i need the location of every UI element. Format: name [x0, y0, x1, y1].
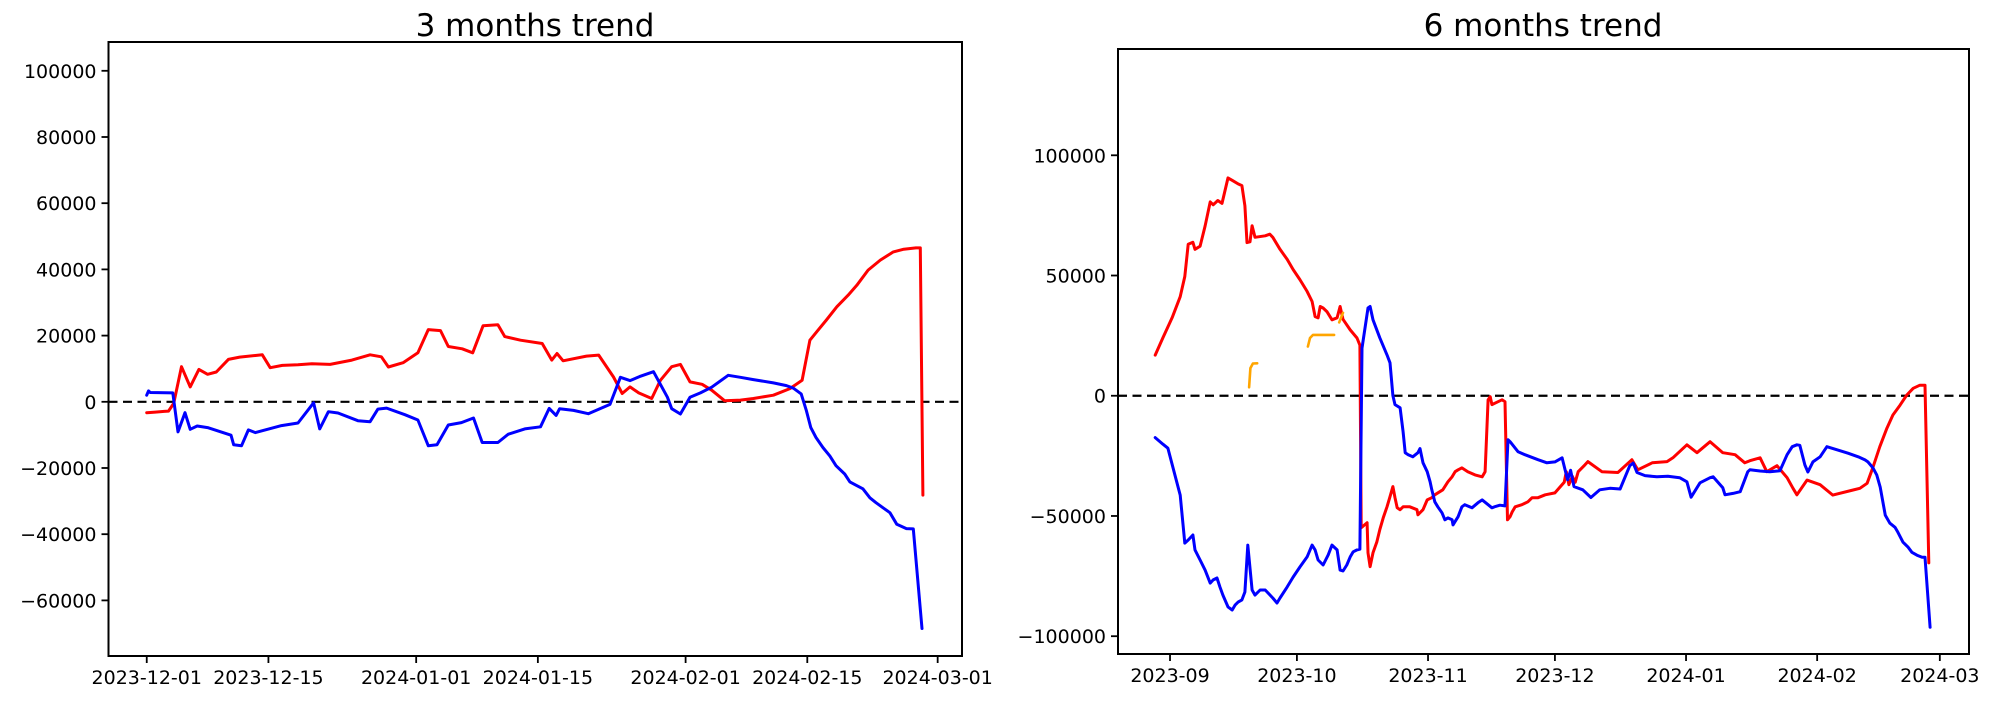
- x-tick-label: 2024-03-01: [882, 667, 992, 689]
- orange-series-line: [1337, 311, 1345, 324]
- orange-series-line: [1306, 333, 1336, 348]
- chart-six-months: 2023-09 2023-10 2023-11 2023-12 2024-01 2024-…: [1018, 48, 1980, 687]
- red-series-line: [145, 246, 925, 497]
- x-tick-label: 2024-01: [1646, 665, 1725, 687]
- chart-title-3-months-trend: 3 months trend: [415, 8, 655, 44]
- y-tick-label: 0: [84, 392, 96, 414]
- y-tick-label: 50000: [1046, 266, 1106, 288]
- axes-spines: [107, 41, 963, 657]
- blue-series-line: [145, 370, 924, 630]
- y-tick-label: −100000: [1018, 626, 1106, 648]
- blue-series-line: [1153, 305, 1932, 629]
- red-series-line: [1153, 176, 1931, 569]
- chart-title-6-months-trend: 6 months trend: [1423, 8, 1663, 44]
- y-tick-label: −50000: [1030, 506, 1106, 528]
- y-tick-label: 20000: [36, 326, 96, 348]
- y-tick-label: −60000: [20, 590, 96, 612]
- y-tick-label: 80000: [36, 127, 96, 149]
- y-tick-label: 100000: [24, 61, 97, 83]
- y-tick-label: 0: [1094, 386, 1106, 408]
- x-tick-label: 2023-09: [1130, 665, 1209, 687]
- y-tick-label: 60000: [36, 193, 96, 215]
- y-tick-label: 100000: [1033, 145, 1106, 167]
- x-tick-label: 2024-03: [1900, 665, 1979, 687]
- x-tick-label: 2024-01-01: [361, 667, 471, 689]
- y-tick-label: −20000: [20, 458, 96, 480]
- x-tick-label: 2023-12: [1515, 665, 1594, 687]
- axes-spines: [1117, 48, 1970, 655]
- y-tick-label: 40000: [36, 259, 96, 281]
- chart-three-months: 2023-12-01 2023-12-15 2024-01-01 2024-01-15…: [20, 41, 993, 689]
- y-tick-label: −40000: [20, 524, 96, 546]
- x-tick-label: 2024-02-15: [752, 667, 862, 689]
- orange-series-line: [1247, 361, 1259, 389]
- x-tick-label: 2024-02: [1777, 665, 1856, 687]
- x-tick-label: 2023-10: [1257, 665, 1336, 687]
- x-tick-label: 2023-12-01: [92, 667, 202, 689]
- x-tick-label: 2023-11: [1388, 665, 1467, 687]
- x-tick-label: 2024-02-01: [630, 667, 740, 689]
- x-tick-label: 2023-12-15: [213, 667, 323, 689]
- x-tick-label: 2024-01-15: [483, 667, 593, 689]
